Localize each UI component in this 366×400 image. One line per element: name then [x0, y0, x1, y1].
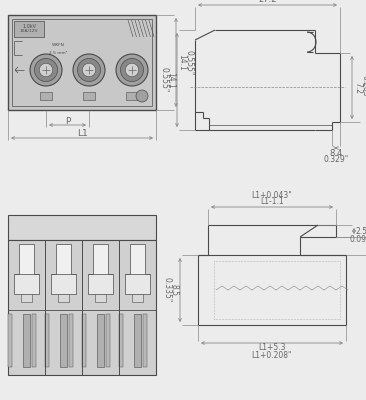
Bar	[21, 294, 32, 302]
Bar	[52, 274, 75, 294]
Bar	[82, 314, 86, 367]
Text: 8.5: 8.5	[169, 284, 179, 296]
Bar	[60, 314, 67, 367]
Circle shape	[30, 54, 62, 86]
Bar	[14, 21, 44, 37]
Circle shape	[116, 54, 148, 86]
Text: 0.329": 0.329"	[324, 156, 349, 164]
Text: 14.1: 14.1	[167, 72, 176, 88]
Circle shape	[120, 58, 143, 82]
Text: 2.5 mm²: 2.5 mm²	[49, 51, 67, 55]
Bar	[8, 215, 156, 240]
Bar	[134, 314, 141, 367]
Text: WKFN: WKFN	[52, 43, 64, 47]
Text: 1.0kV: 1.0kV	[22, 24, 36, 28]
Text: L1-1.1: L1-1.1	[260, 198, 284, 206]
Text: L1+5.3: L1+5.3	[258, 344, 286, 352]
Circle shape	[34, 58, 57, 82]
Bar	[19, 244, 34, 279]
Text: 0.555": 0.555"	[184, 50, 194, 75]
Bar	[126, 92, 138, 100]
Bar	[93, 244, 108, 279]
Circle shape	[125, 63, 139, 77]
Circle shape	[39, 63, 53, 77]
Text: 27.2: 27.2	[258, 0, 277, 4]
Bar	[8, 15, 156, 110]
Text: P: P	[65, 116, 70, 126]
Bar	[132, 294, 143, 302]
Bar	[58, 294, 69, 302]
Text: 10A/12V: 10A/12V	[20, 29, 38, 33]
Bar	[119, 314, 123, 367]
Circle shape	[78, 58, 101, 82]
Bar	[130, 244, 145, 279]
Text: 0.335": 0.335"	[163, 277, 172, 303]
Text: 7.2: 7.2	[354, 82, 362, 94]
Bar	[89, 274, 112, 294]
Bar	[15, 274, 38, 294]
Text: L1+0.208": L1+0.208"	[252, 350, 292, 360]
Text: 0.283": 0.283"	[361, 75, 366, 100]
Circle shape	[136, 90, 148, 102]
Bar	[8, 314, 12, 367]
Bar	[40, 92, 52, 100]
Circle shape	[73, 54, 105, 86]
Bar	[32, 314, 36, 367]
Bar	[126, 274, 150, 294]
Circle shape	[82, 63, 96, 77]
Bar	[69, 314, 72, 367]
Text: 8.4: 8.4	[329, 148, 343, 158]
Bar	[8, 240, 156, 375]
Bar	[56, 244, 71, 279]
Bar	[83, 92, 95, 100]
Text: 14.1: 14.1	[178, 54, 187, 71]
Bar	[45, 314, 49, 367]
Bar	[143, 314, 146, 367]
Text: L1+0.043": L1+0.043"	[252, 190, 292, 200]
Bar	[97, 314, 104, 367]
Text: 0.098": 0.098"	[350, 234, 366, 244]
Text: 2.5: 2.5	[356, 226, 366, 236]
Text: L1: L1	[76, 130, 87, 138]
Text: 0.555": 0.555"	[160, 67, 168, 93]
Bar	[23, 314, 30, 367]
Bar	[95, 294, 106, 302]
Bar	[106, 314, 109, 367]
